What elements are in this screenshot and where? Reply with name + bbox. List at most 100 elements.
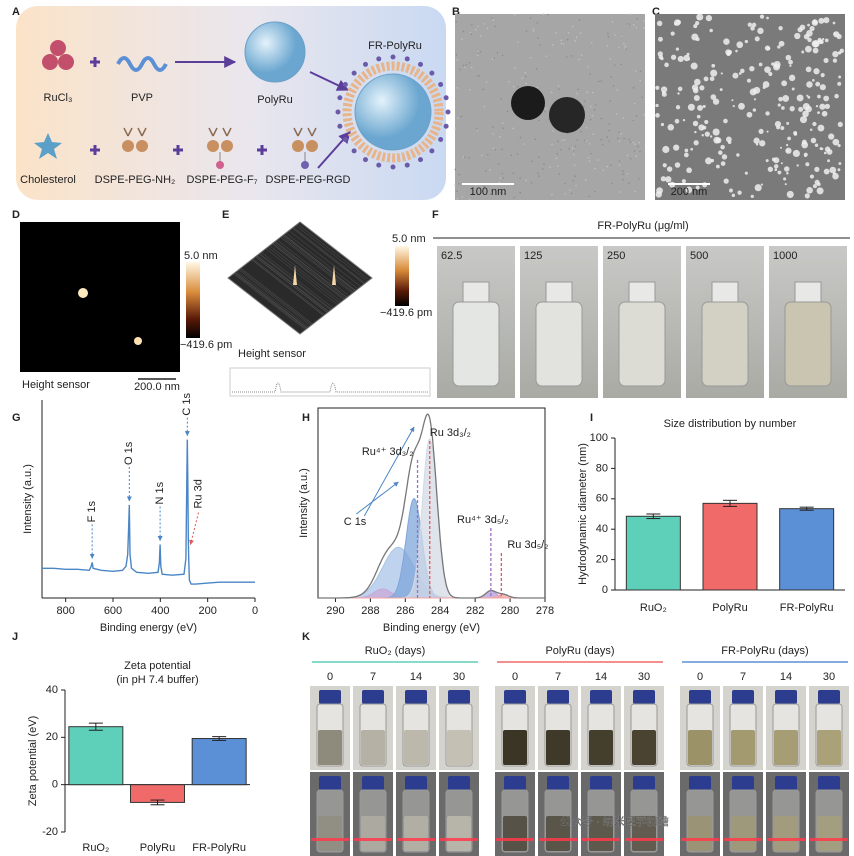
lipid-tail [212, 127, 218, 137]
spectrum [42, 439, 255, 585]
nanoparticle [694, 130, 697, 134]
nanoparticle [767, 166, 774, 172]
vial-cap [818, 690, 840, 704]
nanoparticle [673, 144, 680, 151]
vial-liquid [731, 730, 755, 765]
nanoparticle [750, 26, 755, 31]
nanoparticle [698, 124, 705, 131]
tem-noise [635, 115, 638, 117]
tem-noise [560, 39, 563, 42]
tem-noise [516, 153, 519, 155]
tem-noise [585, 127, 588, 129]
vial-liquid [546, 816, 570, 851]
scheme-label: DSPE-PEG-F₇ [186, 174, 257, 186]
nanoparticle [759, 140, 766, 147]
lipid-tail [222, 127, 228, 137]
ru-ion [50, 40, 66, 56]
chart-title: Size distribution by number [664, 418, 797, 430]
tem-noise [611, 21, 614, 23]
nanoparticle [809, 25, 815, 32]
nanoparticle [751, 22, 757, 28]
scale-bar-label: 200 nm [671, 186, 708, 198]
polyru-sphere [244, 21, 306, 83]
nanoparticle [759, 14, 765, 19]
panel-letter: A [12, 6, 20, 18]
ligand [342, 82, 348, 87]
tem-noise [512, 85, 515, 88]
nanoparticle [666, 166, 673, 172]
fr-polyru-core [354, 73, 432, 151]
tem-noise [537, 172, 539, 174]
tem-noise [492, 126, 494, 128]
afm-texture [261, 251, 334, 309]
vial-cap [775, 690, 797, 704]
nanoparticle [693, 140, 699, 146]
nanoparticle [736, 153, 740, 157]
tem-noise [531, 160, 534, 163]
nanoparticle [655, 85, 660, 90]
bar [68, 726, 124, 786]
tem-noise [501, 148, 503, 151]
nanoparticle [683, 152, 689, 158]
vial-cap [405, 690, 427, 704]
tem-noise [465, 64, 467, 66]
tem-noise [574, 175, 576, 178]
caption: Height sensor [22, 379, 90, 391]
nanoparticle [814, 179, 820, 185]
tem-noise [618, 46, 620, 49]
nanoparticle [814, 143, 819, 147]
peak-pointer [356, 481, 399, 515]
nanoparticle [776, 125, 780, 130]
laser-beam [724, 838, 762, 841]
afm-texture [276, 239, 350, 297]
envelope [318, 413, 545, 599]
afm-texture [236, 271, 309, 328]
nanoparticle [806, 187, 813, 194]
watermark: 公众号 · 纳米医学前瞻 [560, 814, 669, 828]
vial-cap [362, 690, 384, 704]
nanoparticle [823, 151, 827, 155]
afm-texture [285, 232, 359, 290]
nanoparticle [752, 108, 757, 112]
tem-noise [551, 193, 553, 196]
nanoparticle [713, 136, 721, 144]
tem-noise [461, 38, 463, 41]
day-label: 0 [512, 671, 518, 683]
bar [625, 515, 681, 591]
peak-label: Ru⁴⁺ 3d₅/₂ [457, 514, 509, 526]
nanoparticle [670, 54, 677, 60]
scale-bar-label: 100 nm [470, 186, 507, 198]
nanoparticle [832, 21, 836, 25]
tem-noise [479, 34, 482, 37]
tem-noise [566, 38, 569, 41]
nanoparticle [754, 36, 760, 42]
tem-noise [525, 30, 528, 32]
nanoparticle [809, 174, 815, 179]
concentration-label: 250 [607, 250, 625, 262]
nanoparticle [684, 148, 689, 153]
tem-noise [572, 150, 575, 152]
nanoparticle [819, 39, 824, 45]
nanoparticle [658, 36, 663, 42]
nanoparticle [753, 86, 761, 94]
vial-body [618, 301, 666, 387]
vial-cap [689, 776, 711, 790]
vial-liquid [447, 816, 471, 851]
tem-noise [643, 20, 645, 22]
tem-noise [588, 195, 590, 198]
afm-texture [238, 269, 311, 326]
tem-noise [609, 58, 611, 60]
tem-noise [497, 163, 500, 166]
nanoparticle [677, 86, 683, 92]
peak-label: C 1s [344, 516, 367, 528]
x-tick-label: RuO₂ [82, 842, 109, 854]
tem-noise [558, 88, 560, 90]
nanoparticle [813, 68, 820, 75]
nanoparticle [681, 179, 686, 184]
tem-noise [521, 77, 524, 79]
tem-noise [618, 160, 621, 162]
ligand [363, 157, 368, 163]
tem-noise [548, 118, 550, 121]
nanoparticle [746, 78, 751, 83]
panel-letter: I [590, 412, 593, 424]
